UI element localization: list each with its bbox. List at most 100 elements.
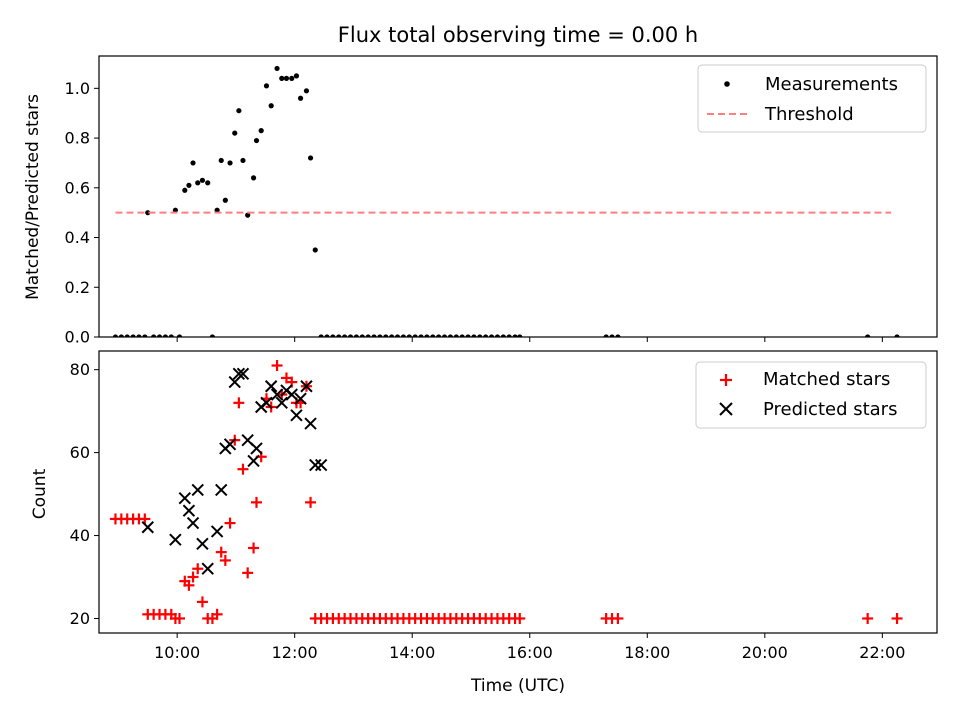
measurements-point — [268, 103, 274, 109]
measurements-point — [195, 180, 201, 186]
predicted-stars-point-b — [290, 409, 303, 422]
measurements-point — [293, 73, 300, 79]
measurements-point — [342, 334, 348, 337]
matched-stars-point — [242, 567, 254, 579]
predicted-stars-point-b — [215, 483, 228, 497]
bottom-x-tick-label: 12:00 — [272, 643, 318, 662]
matched-stars-point — [248, 542, 260, 554]
predicted-stars-point — [186, 516, 200, 530]
measurements-point — [182, 187, 188, 193]
bottom-x-tick-label: 16:00 — [507, 643, 553, 662]
measurements-point — [112, 334, 119, 337]
top-legend-box — [697, 64, 927, 133]
predicted-stars-point-b — [314, 458, 328, 472]
legend-predicted-label: Predicted stars — [763, 399, 897, 420]
top-y-tick-label: 0.0 — [65, 328, 90, 347]
measurements-point — [359, 334, 365, 337]
predicted-stars-point-b — [141, 521, 154, 534]
predicted-stars-point — [232, 367, 246, 381]
predicted-stars-point — [201, 562, 214, 575]
matched-stars-point — [219, 554, 231, 566]
bottom-y-axis-label: Count — [30, 468, 50, 519]
top-y-tick-label: 0.4 — [65, 228, 90, 247]
measurements-point — [156, 334, 163, 337]
predicted-stars-point — [196, 537, 209, 551]
matched-stars-point — [514, 612, 526, 624]
bottom-y-tick-label: 20 — [70, 609, 90, 628]
measurements-point — [250, 175, 257, 181]
measurements-point — [459, 334, 465, 337]
measurements-point — [424, 334, 430, 337]
measurements-point — [371, 334, 377, 337]
matched-stars-point — [183, 579, 195, 591]
measurements-point — [336, 334, 342, 337]
predicted-stars-point — [169, 533, 182, 546]
predicted-stars-point-b — [309, 458, 322, 472]
measurements-point — [447, 334, 454, 337]
predicted-stars-point-b — [201, 562, 214, 575]
predicted-stars-point-b — [196, 537, 209, 551]
bottom-y-tick-label: 60 — [70, 443, 90, 462]
bottom-y-tick-label: 80 — [70, 360, 90, 379]
predicted-stars-point — [290, 409, 303, 422]
predicted-stars-point-b — [210, 525, 224, 538]
top-legend: Measurements Threshold — [697, 64, 927, 133]
matched-stars-point — [612, 612, 624, 624]
measurements-point — [186, 182, 192, 188]
measurements-point — [245, 212, 251, 218]
measurements-point — [162, 334, 169, 337]
measurements-point — [142, 334, 148, 337]
measurements-point — [136, 334, 142, 337]
predicted-stars-point-b — [178, 492, 192, 505]
bottom-marks — [109, 360, 903, 624]
predicted-stars-point — [275, 396, 288, 410]
legend-matched-marker — [720, 374, 732, 386]
predicted-stars-point-b — [260, 396, 273, 410]
measurements-point — [124, 334, 130, 337]
predicted-stars-point — [250, 442, 263, 455]
measurements-point — [603, 334, 609, 337]
measurements-point — [609, 334, 615, 337]
top-frame — [98, 55, 938, 338]
measurements-point — [303, 88, 310, 94]
measurements-point — [130, 334, 136, 337]
bottom-frame — [98, 350, 938, 634]
matched-stars-point — [196, 596, 208, 608]
matched-stars-point — [139, 513, 151, 525]
measurements-point — [347, 334, 354, 337]
measurements-point — [517, 334, 523, 337]
measurements-point — [383, 334, 389, 337]
measurements-point — [263, 83, 270, 89]
measurements-point — [512, 334, 518, 337]
bottom-x-tick-label: 20:00 — [742, 643, 788, 662]
measurements-point — [453, 334, 459, 337]
predicted-stars-point-b — [241, 433, 254, 447]
measurements-point — [477, 334, 483, 337]
matched-stars-point — [215, 546, 227, 558]
measurements-point — [324, 334, 330, 337]
predicted-stars-point-b — [182, 504, 196, 517]
measurements-point — [406, 334, 412, 337]
matched-stars-point — [237, 463, 249, 475]
top-chart-title: Flux total observing time = 0.00 h — [338, 23, 698, 47]
predicted-stars-point — [215, 483, 228, 497]
predicted-stars-point-b — [300, 380, 313, 393]
measurements-point — [436, 334, 442, 337]
measurements-point — [118, 334, 124, 337]
bottom-legend: Matched stars Predicted stars — [695, 361, 927, 429]
measurements-point — [394, 334, 401, 337]
legend-predicted-marker — [719, 402, 733, 416]
measurements-point — [297, 95, 304, 101]
predicted-stars-point-b — [169, 533, 182, 546]
measurements-point — [377, 334, 383, 337]
predicted-stars-point-b — [285, 388, 298, 401]
measurements-point — [209, 334, 216, 337]
legend-measurements-label: Measurements — [765, 74, 898, 95]
measurements-point — [258, 128, 264, 134]
matched-stars-point — [224, 517, 236, 529]
bottom-x-axis-label: Time (UTC) — [470, 676, 565, 696]
bottom-plot-area: 20 40 60 80 10:00 12:00 14:00 16:00 18:00 20:00 22… — [70, 350, 938, 662]
measurements-point — [430, 334, 436, 337]
top-marks — [112, 65, 900, 337]
measurements-point — [389, 334, 395, 337]
